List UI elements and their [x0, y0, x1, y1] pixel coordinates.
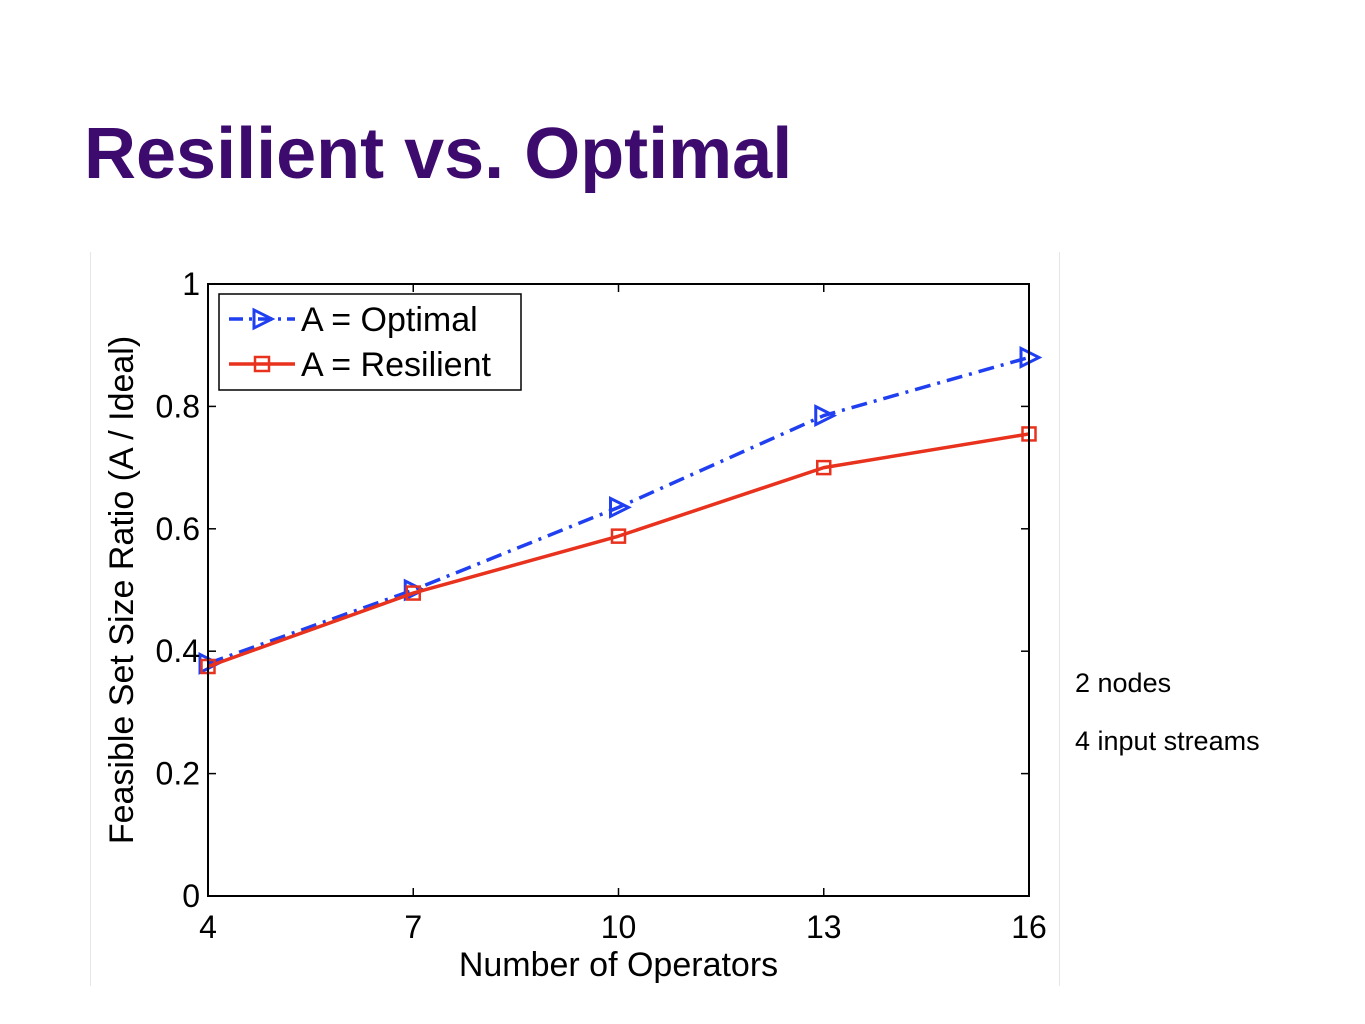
- chart-marks: [198, 346, 1043, 675]
- slide-title: Resilient vs. Optimal: [84, 114, 793, 194]
- x-tick-label: 13: [806, 909, 842, 945]
- note-input-streams: 4 input streams: [1075, 726, 1260, 756]
- series-line-resilient: [207, 432, 1030, 669]
- legend-label-resilient: A = Resilient: [301, 346, 491, 384]
- axis-ticks: 4 7 10 13 16 0 0.2 0.4 0.6 0.8 1: [156, 266, 1047, 945]
- x-tick-label: 7: [404, 909, 422, 945]
- y-tick-label: 0.6: [156, 511, 200, 547]
- legend-marker-resilient: [253, 355, 271, 373]
- legend-marker-optimal: [252, 307, 276, 331]
- y-axis-label: Feasible Set Size Ratio (A / Ideal): [103, 336, 141, 844]
- line-chart: 4 7 10 13 16 0 0.2 0.4 0.6 0.8 1 Number of Operato…: [103, 266, 1047, 984]
- chart-panel: 4 7 10 13 16 0 0.2 0.4 0.6 0.8 1 Number of Operato…: [90, 252, 1060, 986]
- legend-label-optimal: A = Optimal: [301, 301, 478, 339]
- data-point-optimal: [609, 495, 632, 519]
- x-tick-label: 10: [601, 909, 637, 945]
- data-point-resilient: [610, 528, 627, 544]
- data-point-resilient: [405, 585, 421, 601]
- x-tick-label: 4: [199, 909, 217, 945]
- legend: A = Optimal A = Resilient: [218, 293, 522, 391]
- data-point-resilient: [816, 459, 832, 476]
- x-axis-label: Number of Operators: [459, 946, 778, 984]
- slide-notes: 2 nodes 4 input streams: [1075, 668, 1260, 784]
- y-tick-label: 0.2: [156, 756, 200, 792]
- data-point-optimal: [814, 404, 838, 428]
- y-tick-label: 0.4: [156, 633, 200, 669]
- y-tick-label: 1: [182, 266, 200, 302]
- note-nodes: 2 nodes: [1075, 668, 1172, 698]
- legend-box: [218, 293, 522, 391]
- x-tick-label: 16: [1011, 909, 1047, 945]
- y-tick-label: 0.8: [156, 388, 200, 424]
- series-line-optimal: [207, 355, 1030, 666]
- y-tick-label: 0: [182, 878, 200, 914]
